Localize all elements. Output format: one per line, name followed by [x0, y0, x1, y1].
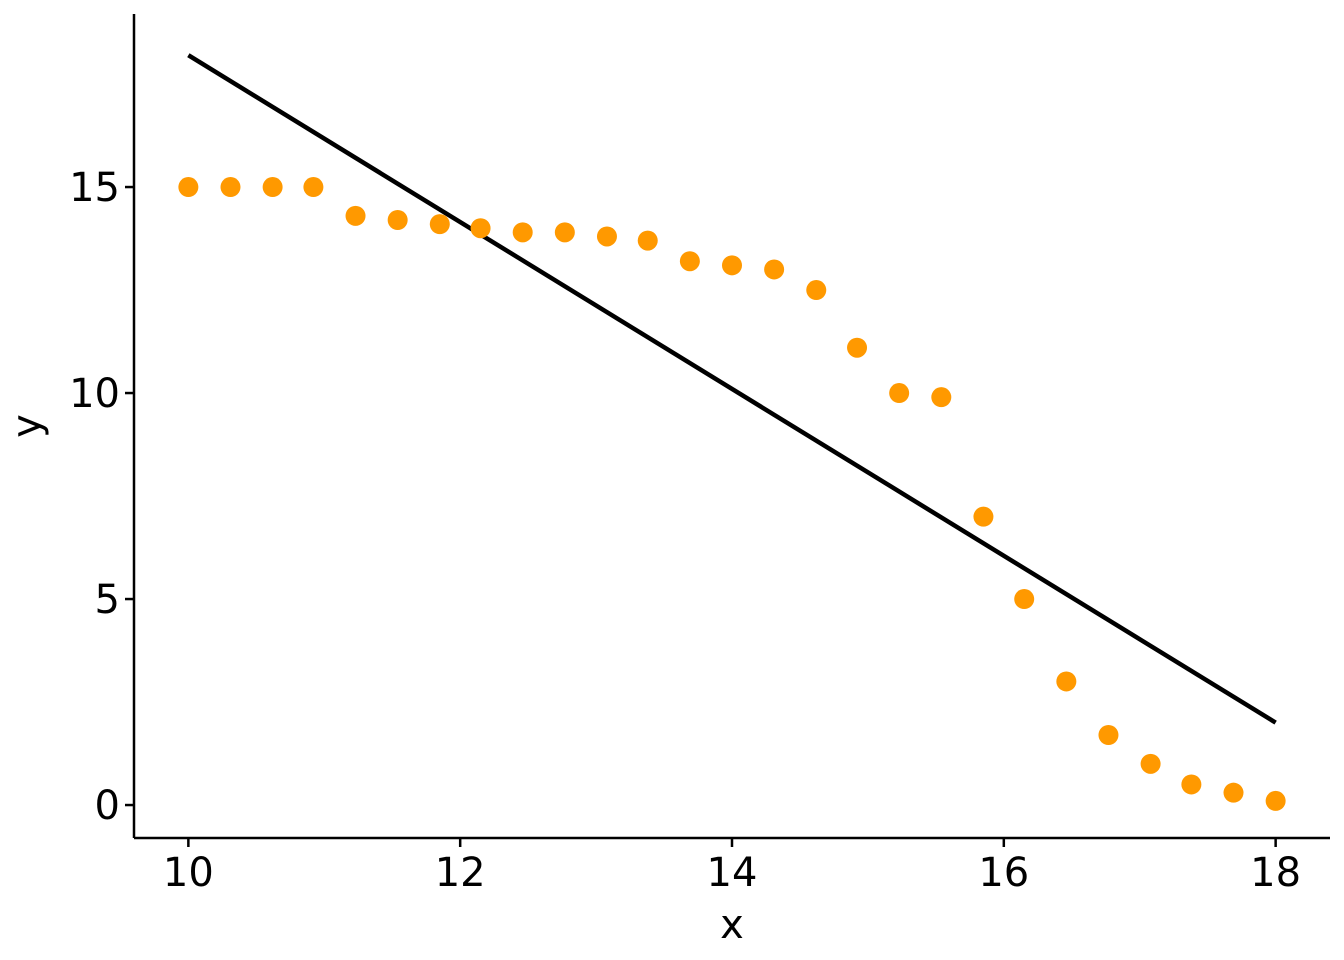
data-point	[1140, 753, 1161, 774]
data-point	[806, 280, 827, 301]
data-point	[345, 205, 366, 226]
axes	[132, 14, 1330, 840]
y-axis-title: y	[4, 414, 50, 438]
data-point	[512, 222, 533, 243]
x-tick-label: 18	[1250, 850, 1301, 896]
plot-area	[178, 53, 1286, 811]
x-axis-title: x	[720, 902, 744, 948]
y-tick-label: 0	[95, 783, 120, 829]
data-point	[1181, 774, 1202, 795]
data-point	[764, 259, 785, 280]
x-tick-label: 16	[978, 850, 1029, 896]
data-point	[931, 387, 952, 408]
data-point	[220, 177, 241, 198]
data-point	[889, 383, 910, 404]
data-point	[1098, 725, 1119, 745]
y-tick-label: 10	[69, 371, 120, 417]
data-point	[637, 230, 658, 251]
data-point	[1056, 671, 1077, 692]
data-point	[429, 214, 450, 235]
data-point	[679, 251, 700, 272]
data-point	[596, 226, 617, 247]
y-tick-label: 5	[95, 577, 120, 623]
fit-line	[187, 53, 1277, 725]
x-tick-label: 10	[163, 850, 214, 896]
data-point	[1265, 790, 1286, 811]
y-axis-ticks: 0 5 10 15	[69, 165, 134, 829]
data-point	[1223, 782, 1244, 803]
data-point	[722, 255, 742, 276]
x-tick-label: 12	[435, 850, 486, 896]
data-point	[847, 337, 868, 358]
data-point	[973, 506, 994, 527]
x-axis-ticks: 10 12 14 16 18	[163, 838, 1301, 896]
y-tick-label: 15	[69, 165, 120, 211]
data-point	[262, 177, 283, 198]
data-point	[387, 210, 408, 230]
data-point	[178, 177, 199, 198]
data-point	[554, 222, 575, 243]
data-point	[470, 218, 491, 239]
data-point	[1014, 589, 1035, 610]
data-point	[303, 177, 324, 198]
x-tick-label: 14	[707, 850, 758, 896]
